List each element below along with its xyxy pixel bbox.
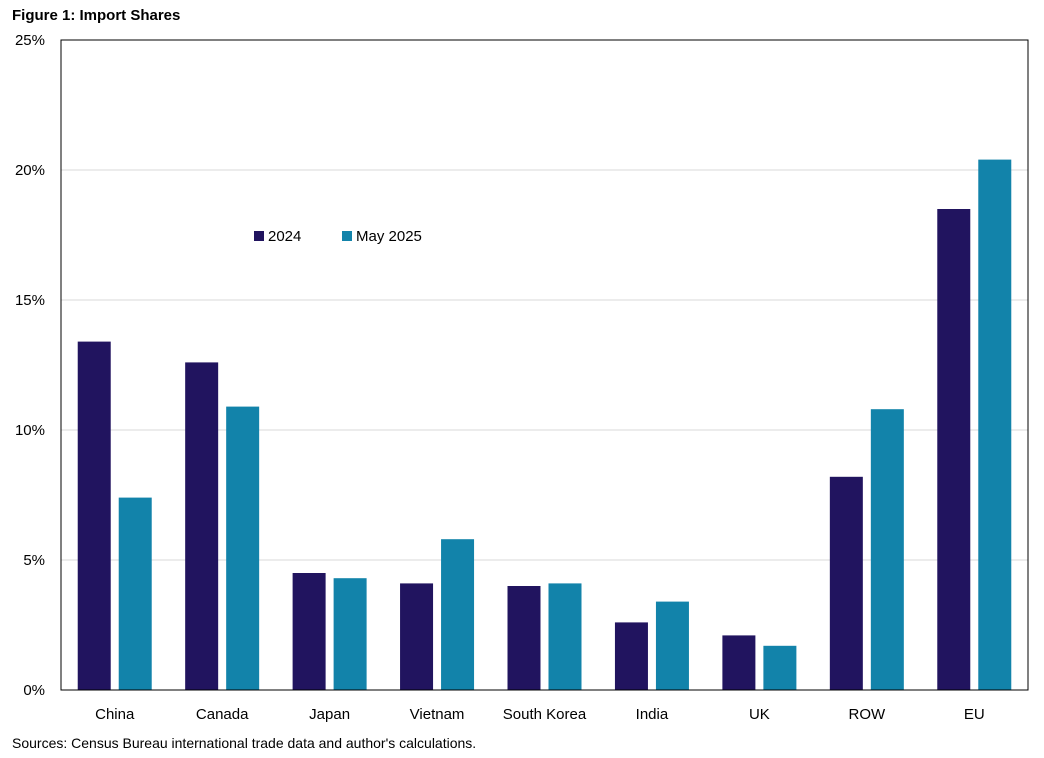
- y-tick-label: 20%: [15, 162, 45, 179]
- y-tick-label: 25%: [15, 32, 45, 49]
- bar-uk-may-2025: [763, 645, 797, 690]
- y-axis-ticks: 0% 5% 10% 15% 20% 25%: [15, 32, 45, 699]
- bar-south-korea-may-2025: [548, 583, 582, 690]
- x-category-label: ROW: [848, 706, 886, 723]
- figure-title: Figure 1: Import Shares: [12, 7, 181, 24]
- bar-china-2024: [77, 341, 111, 690]
- bar-canada-may-2025: [226, 406, 260, 690]
- gridlines: [61, 169, 1028, 561]
- bar-eu-may-2025: [978, 159, 1012, 691]
- x-category-label: UK: [749, 706, 770, 723]
- y-tick-label: 5%: [23, 552, 45, 569]
- bar-china-may-2025: [118, 497, 152, 690]
- x-category-label: Canada: [196, 706, 249, 723]
- bar-uk-2024: [722, 635, 756, 690]
- source-note: Sources: Census Bureau international tra…: [12, 735, 477, 751]
- bar-india-2024: [614, 622, 648, 690]
- bar-row-may-2025: [870, 409, 904, 690]
- x-category-label: South Korea: [503, 706, 587, 723]
- bar-eu-2024: [937, 209, 971, 690]
- plot-frame: [60, 39, 1029, 691]
- x-axis-categories: China Canada Japan Vietnam South Korea India U…: [95, 706, 985, 723]
- bar-india-may-2025: [655, 601, 689, 690]
- legend-label-2024: 2024: [268, 228, 301, 245]
- legend-swatch-may-2025: [342, 231, 352, 241]
- bar-japan-may-2025: [333, 578, 367, 690]
- y-tick-label: 0%: [23, 682, 45, 699]
- x-category-label: India: [636, 706, 669, 723]
- x-category-label: Vietnam: [410, 706, 465, 723]
- x-category-label: Japan: [309, 706, 350, 723]
- legend-label-may-2025: May 2025: [356, 228, 422, 245]
- bar-canada-2024: [185, 362, 219, 690]
- bar-japan-2024: [292, 573, 326, 690]
- bar-south-korea-2024: [507, 586, 541, 690]
- x-category-label: EU: [964, 706, 985, 723]
- legend-swatch-2024: [254, 231, 264, 241]
- bar-row-2024: [829, 476, 863, 690]
- x-category-label: China: [95, 706, 135, 723]
- y-tick-label: 15%: [15, 292, 45, 309]
- y-tick-label: 10%: [15, 422, 45, 439]
- bars: [77, 159, 1012, 691]
- legend: 2024 May 2025: [254, 228, 422, 245]
- bar-vietnam-2024: [400, 583, 434, 690]
- bar-vietnam-may-2025: [441, 539, 475, 690]
